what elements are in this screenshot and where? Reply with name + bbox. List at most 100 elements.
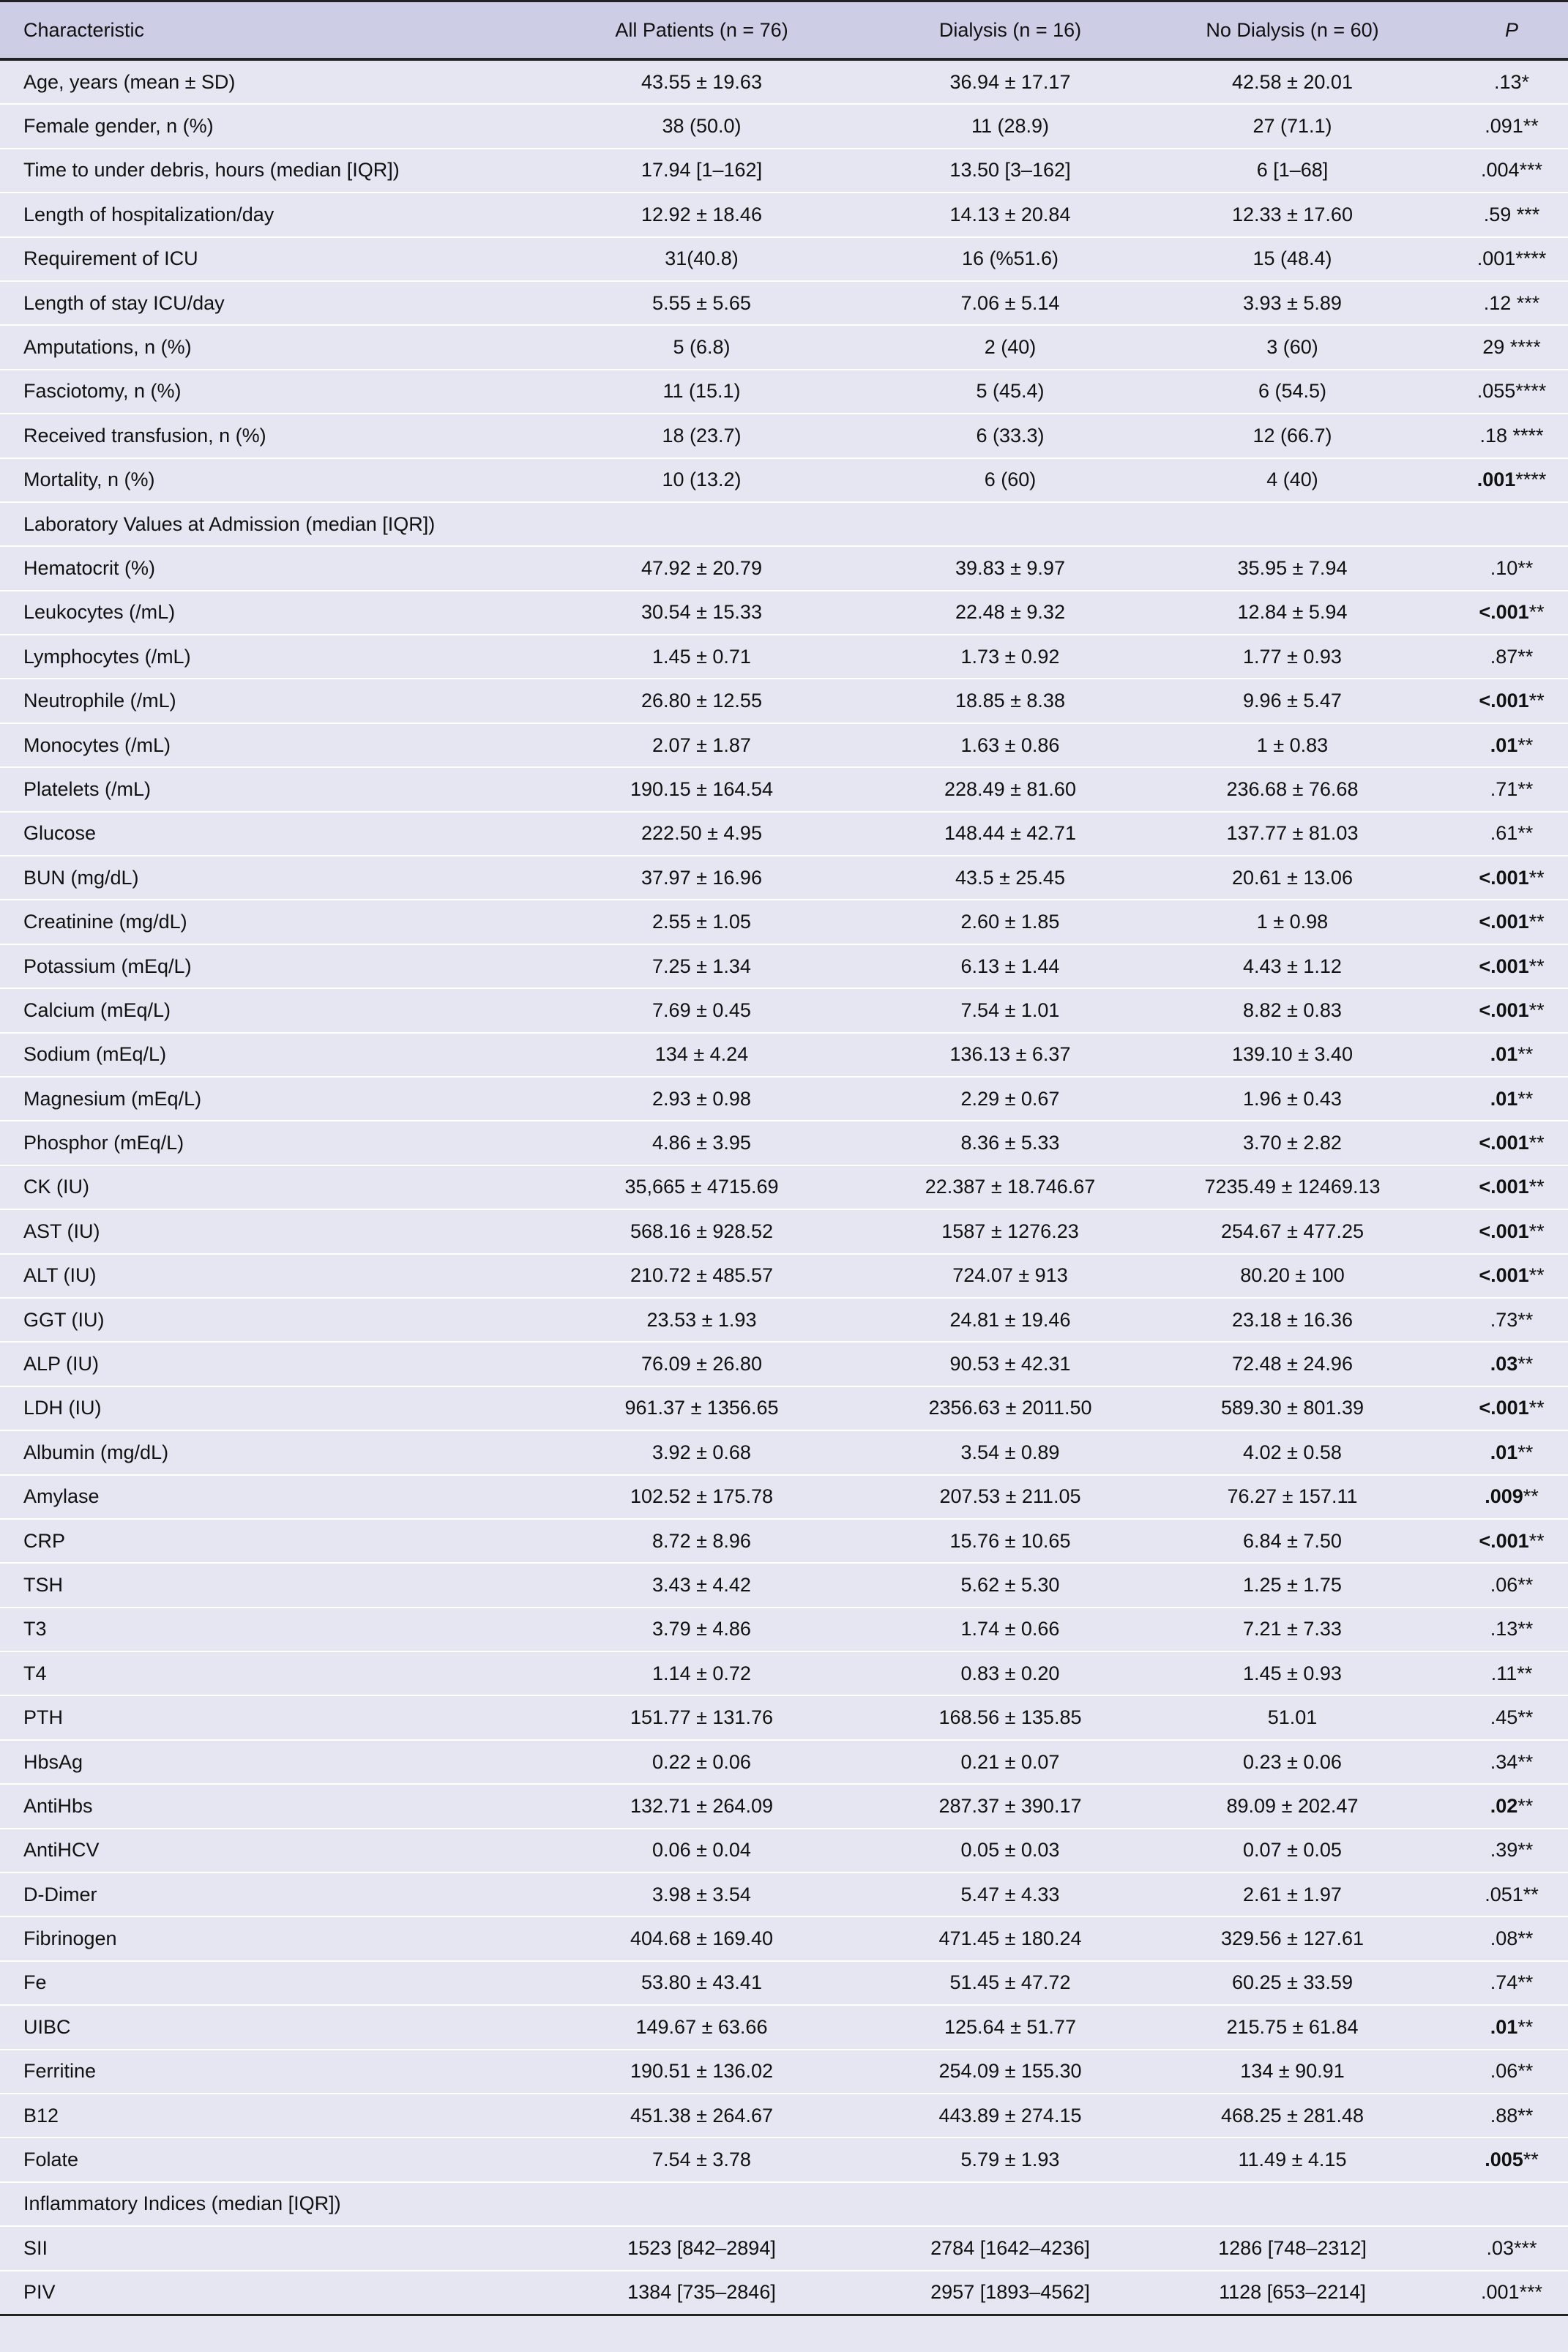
table-row: AntiHCV 0.06 ± 0.04 0.05 ± 0.03 0.07 ± 0.05… <box>0 1828 1568 1874</box>
p-value: .61 <box>1490 822 1518 845</box>
no-dialysis-cell: 12.84 ± 5.94 <box>1153 590 1432 636</box>
p-value: .02 <box>1490 1794 1518 1817</box>
p-value: <.001 <box>1479 911 1529 933</box>
all-patients-cell: 134 ± 4.24 <box>536 1032 867 1078</box>
dialysis-cell: 6 (33.3) <box>867 414 1153 459</box>
table-row: AntiHbs 132.71 ± 264.09 287.37 ± 390.17 89.… <box>0 1784 1568 1829</box>
significance-marker: ** <box>1523 2148 1539 2171</box>
all-patients-cell: 404.68 ± 169.40 <box>536 1916 867 1962</box>
characteristic-cell: Creatinine (mg/dL) <box>0 900 536 945</box>
significance-marker: ** <box>1517 1927 1534 1950</box>
all-patients-cell: 1.14 ± 0.72 <box>536 1651 867 1697</box>
p-value-cell: <.001** <box>1432 1253 1568 1299</box>
characteristic-cell: Potassium (mEq/L) <box>0 944 536 990</box>
no-dialysis-cell: 3.70 ± 2.82 <box>1153 1121 1432 1166</box>
p-value: .39 <box>1490 1839 1518 1862</box>
significance-marker: ** <box>1517 1353 1534 1375</box>
table-row: Magnesium (mEq/L) 2.93 ± 0.98 2.29 ± 0.67 1… <box>0 1076 1568 1122</box>
significance-marker: ** <box>1523 115 1539 138</box>
significance-marker: **** <box>1515 468 1547 491</box>
characteristic-cell: CK (IU) <box>0 1165 536 1211</box>
all-patients-cell: 1523 [842–2894] <box>536 2226 867 2271</box>
dialysis-cell: 11 (28.9) <box>867 104 1153 149</box>
p-value-cell <box>1432 2181 1568 2228</box>
p-value: .001 <box>1476 247 1516 270</box>
characteristic-cell: Time to under debris, hours (median [IQR… <box>0 148 536 194</box>
p-value: .009 <box>1485 1485 1523 1508</box>
table-row: Folate 7.54 ± 3.78 5.79 ± 1.93 11.49 ± 4.15… <box>0 2138 1568 2183</box>
table-row: CRP 8.72 ± 8.96 15.76 ± 10.65 6.84 ± 7.50 <.… <box>0 1518 1568 1564</box>
p-value-cell: <.001** <box>1432 1518 1568 1564</box>
no-dialysis-cell: 1.96 ± 0.43 <box>1153 1076 1432 1122</box>
significance-marker: ** <box>1517 556 1534 579</box>
all-patients-cell: 1.45 ± 0.71 <box>536 635 867 680</box>
p-value-cell: .45** <box>1432 1695 1568 1741</box>
p-value: .10 <box>1490 556 1518 579</box>
characteristic-cell: Platelets (/mL) <box>0 767 536 813</box>
significance-marker: ** <box>1517 1618 1534 1640</box>
no-dialysis-cell: 1 ± 0.83 <box>1153 723 1432 769</box>
no-dialysis-cell: 1.45 ± 0.93 <box>1153 1651 1432 1697</box>
all-patients-cell: 102.52 ± 175.78 <box>536 1474 867 1520</box>
all-patients-cell: 76.09 ± 26.80 <box>536 1342 867 1387</box>
table-row: Creatinine (mg/dL) 2.55 ± 1.05 2.60 ± 1.85… <box>0 900 1568 945</box>
significance-marker: * <box>1521 70 1530 93</box>
no-dialysis-cell: 35.95 ± 7.94 <box>1153 546 1432 591</box>
p-value-cell: .001*** <box>1432 2270 1568 2316</box>
significance-marker: ** <box>1517 1043 1534 1066</box>
characteristic-cell: Hematocrit (%) <box>0 546 536 591</box>
dialysis-cell: 0.05 ± 0.03 <box>867 1828 1153 1874</box>
no-dialysis-cell: 2.61 ± 1.97 <box>1153 1873 1432 1918</box>
table-header-row: Characteristic All Patients (n = 76) Dia… <box>0 0 1568 61</box>
significance-marker: ** <box>1517 1706 1534 1729</box>
p-value-cell: .03** <box>1432 1342 1568 1387</box>
dialysis-cell: 8.36 ± 5.33 <box>867 1121 1153 1166</box>
table-row: Length of hospitalization/day 12.92 ± 18.… <box>0 193 1568 238</box>
characteristic-cell: Laboratory Values at Admission (median [… <box>0 501 536 548</box>
dialysis-cell: 2 (40) <box>867 325 1153 370</box>
p-value: .001 <box>1476 468 1516 491</box>
table-row: Requirement of ICU 31(40.8) 16 (%51.6) 15 (… <box>0 236 1568 282</box>
table-row: Received transfusion, n (%) 18 (23.7) 6 (3… <box>0 414 1568 459</box>
significance-marker: ** <box>1517 1308 1534 1331</box>
no-dialysis-cell: 1 ± 0.98 <box>1153 900 1432 945</box>
characteristic-cell: Lymphocytes (/mL) <box>0 635 536 680</box>
dialysis-cell: 51.45 ± 47.72 <box>867 1960 1153 2006</box>
all-patients-cell: 11 (15.1) <box>536 369 867 415</box>
all-patients-cell: 3.43 ± 4.42 <box>536 1563 867 1608</box>
significance-marker: ** <box>1517 645 1534 668</box>
p-value: .03 <box>1486 2236 1514 2259</box>
p-value: <.001 <box>1479 1529 1529 1552</box>
header-p-value: P <box>1432 0 1568 61</box>
no-dialysis-cell: 139.10 ± 3.40 <box>1153 1032 1432 1078</box>
all-patients-cell: 3.92 ± 0.68 <box>536 1430 867 1476</box>
no-dialysis-cell: 137.77 ± 81.03 <box>1153 811 1432 857</box>
characteristic-cell: Magnesium (mEq/L) <box>0 1076 536 1122</box>
significance-marker: **** <box>1507 424 1544 447</box>
characteristic-cell: Age, years (mean ± SD) <box>0 59 536 105</box>
p-value: <.001 <box>1479 955 1529 977</box>
characteristic-cell: Ferritine <box>0 2049 536 2094</box>
dialysis-cell: 287.37 ± 390.17 <box>867 1784 1153 1829</box>
no-dialysis-cell <box>1153 2181 1432 2228</box>
significance-marker: *** <box>1511 203 1540 225</box>
p-value-cell: .005** <box>1432 2138 1568 2183</box>
dialysis-cell: 5 (45.4) <box>867 369 1153 415</box>
dialysis-cell: 1587 ± 1276.23 <box>867 1209 1153 1255</box>
p-value: .01 <box>1490 1441 1518 1463</box>
dialysis-cell: 22.387 ± 18.746.67 <box>867 1165 1153 1211</box>
significance-marker: ** <box>1528 1264 1545 1287</box>
no-dialysis-cell: 15 (48.4) <box>1153 236 1432 282</box>
p-value: <.001 <box>1479 1264 1529 1287</box>
p-value-cell: .08** <box>1432 1916 1568 1962</box>
all-patients-cell: 7.69 ± 0.45 <box>536 988 867 1034</box>
significance-marker: ** <box>1528 1176 1545 1198</box>
all-patients-cell: 222.50 ± 4.95 <box>536 811 867 857</box>
characteristic-cell: Fe <box>0 1960 536 2006</box>
characteristic-cell: Amputations, n (%) <box>0 325 536 370</box>
dialysis-cell: 5.62 ± 5.30 <box>867 1563 1153 1608</box>
no-dialysis-cell: 89.09 ± 202.47 <box>1153 1784 1432 1829</box>
all-patients-cell: 53.80 ± 43.41 <box>536 1960 867 2006</box>
dialysis-cell: 5.47 ± 4.33 <box>867 1873 1153 1918</box>
no-dialysis-cell: 51.01 <box>1153 1695 1432 1741</box>
